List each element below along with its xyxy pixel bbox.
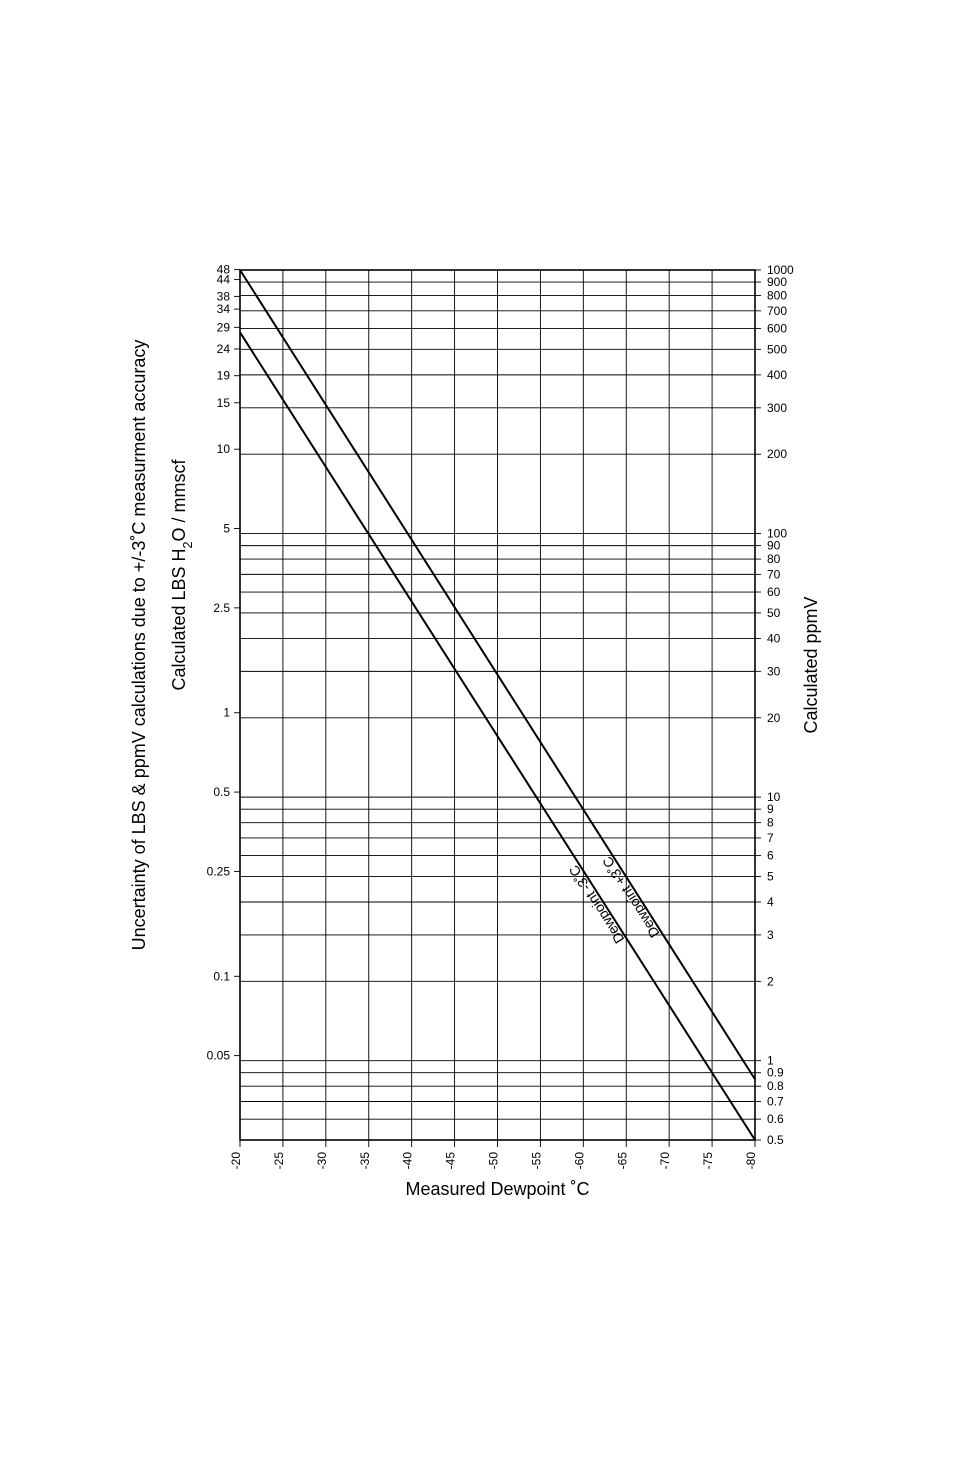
y-right-tick-label: 40 xyxy=(767,631,781,645)
y-right-tick-label: 6 xyxy=(767,849,774,863)
x-tick-label: -20 xyxy=(229,1152,243,1170)
y-left-tick-label: 15 xyxy=(217,396,231,410)
y-left-tick-label: 2.5 xyxy=(213,601,230,615)
y-left-tick-label: 0.05 xyxy=(207,1049,231,1063)
y-right-tick-label: 5 xyxy=(767,869,774,883)
y-right-tick-label: 50 xyxy=(767,606,781,620)
y-right-tick-label: 80 xyxy=(767,552,781,566)
y-left-axis-label: Calculated LBS H2O / mmscf xyxy=(169,458,195,690)
uncertainty-chart: -20 -25 -30 -35 -40 -45 -50 -55 -60 -65 -70 -75 -80 1… xyxy=(120,250,834,1225)
y-right-tick-label: 70 xyxy=(767,567,781,581)
y-left-tick-label: 0.5 xyxy=(213,785,230,799)
x-tick-label: -55 xyxy=(529,1152,543,1170)
y-right-tick-label: 30 xyxy=(767,664,781,678)
x-tick-label: -80 xyxy=(744,1152,758,1170)
y-right-tick-label: 60 xyxy=(767,585,781,599)
y-right-tick-label: 0.9 xyxy=(767,1066,784,1080)
y-right-tick-label: 800 xyxy=(767,289,787,303)
y-right-tick-label: 7 xyxy=(767,831,774,845)
y-left-tick-label: 24 xyxy=(217,342,231,356)
y-right-tick-label: 9 xyxy=(767,802,774,816)
y-right-tick-label: 2 xyxy=(767,974,774,988)
y-left-tick-label: 1 xyxy=(223,706,230,720)
y-left-tick-label: 19 xyxy=(217,369,231,383)
y-right-tick-label: 300 xyxy=(767,401,787,415)
y-right-tick-label: 0.7 xyxy=(767,1094,784,1108)
y-right-tick-label: 0.6 xyxy=(767,1112,784,1126)
y-right-tick-label: 200 xyxy=(767,447,787,461)
x-tick-label: -50 xyxy=(487,1152,501,1170)
chart-svg: -20 -25 -30 -35 -40 -45 -50 -55 -60 -65 -70 -75 -80 1… xyxy=(120,250,834,1225)
y-right-tick-label: 0.5 xyxy=(767,1133,784,1147)
y-left-tick-label: 34 xyxy=(217,302,231,316)
y-right-tick-label: 3 xyxy=(767,928,774,942)
x-axis-label: Measured Dewpoint ˚C xyxy=(405,1179,589,1199)
y-right-tick-label: 20 xyxy=(767,711,781,725)
x-tick-label: -60 xyxy=(572,1152,586,1170)
x-tick-label: -30 xyxy=(315,1152,329,1170)
chart-title-left: Uncertainty of LBS & ppmV calculations d… xyxy=(129,340,149,951)
y-left-tick-label: 29 xyxy=(217,320,231,334)
x-tick-label: -70 xyxy=(658,1152,672,1170)
y-left-tick-label: 5 xyxy=(223,522,230,536)
y-left-tick-label: 0.25 xyxy=(207,864,231,878)
y-right-tick-label: 0.8 xyxy=(767,1079,784,1093)
x-tick-label: -75 xyxy=(701,1152,715,1170)
page: -20 -25 -30 -35 -40 -45 -50 -55 -60 -65 -70 -75 -80 1… xyxy=(0,0,954,1475)
y-right-tick-label: 600 xyxy=(767,321,787,335)
y-right-tick-label: 90 xyxy=(767,539,781,553)
y-right-tick-label: 700 xyxy=(767,304,787,318)
x-tick-label: -45 xyxy=(444,1152,458,1170)
y-right-tick-label: 4 xyxy=(767,895,774,909)
x-tick-label: -25 xyxy=(272,1152,286,1170)
y-right-tick-label: 500 xyxy=(767,342,787,356)
x-tick-label: -40 xyxy=(401,1152,415,1170)
x-tick-label: -35 xyxy=(358,1152,372,1170)
y-left-tick-label: 0.1 xyxy=(213,969,230,983)
y-right-tick-label: 400 xyxy=(767,368,787,382)
y-left-tick-label: 44 xyxy=(217,273,231,287)
y-left-tick-label: 10 xyxy=(217,442,231,456)
x-tick-label: -65 xyxy=(615,1152,629,1170)
y-right-tick-label: 8 xyxy=(767,816,774,830)
y-right-axis-label: Calculated ppmV xyxy=(801,596,821,733)
y-right-tick-label: 900 xyxy=(767,275,787,289)
